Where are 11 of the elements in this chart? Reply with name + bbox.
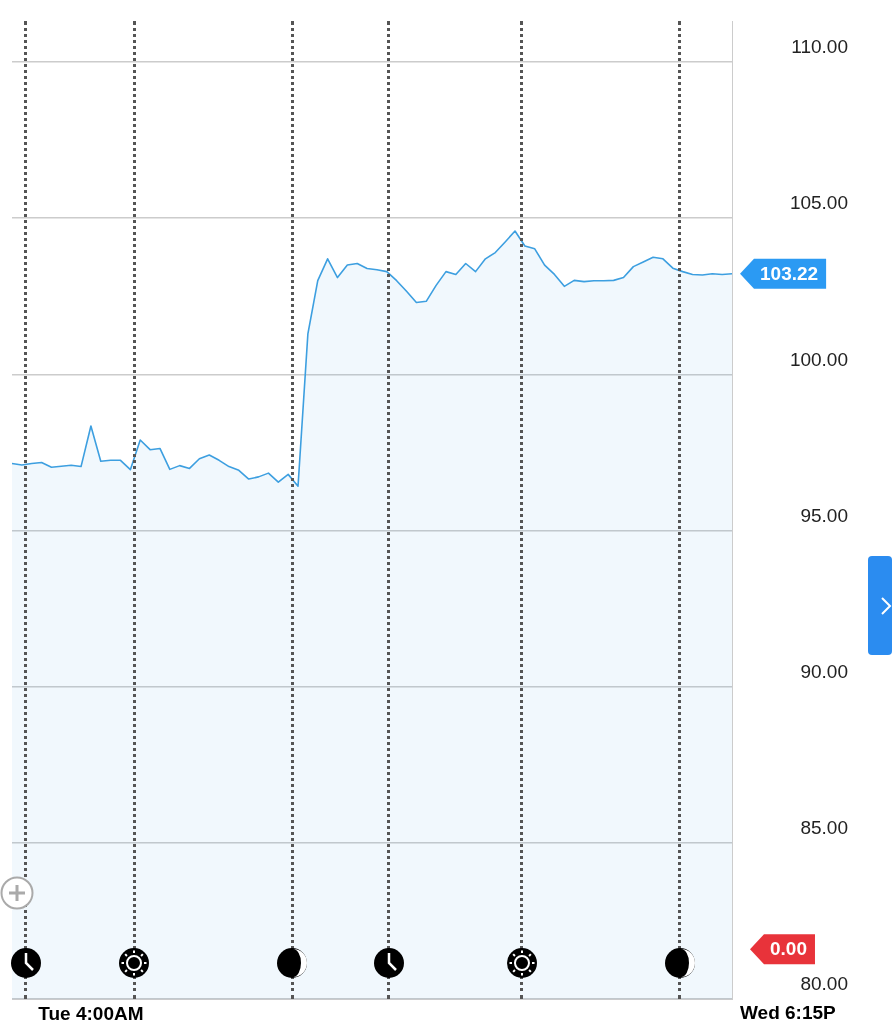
text: 103.22 <box>760 263 819 285</box>
y-tick-label: 85.00 <box>800 817 848 839</box>
y-tick-label: 100.00 <box>789 348 848 370</box>
y-tick-label: 80.00 <box>800 973 848 995</box>
y-tick-label: 95.00 <box>800 504 848 526</box>
x-tick-label: Tue 4:00AM <box>38 1002 144 1024</box>
y-tick-label: 105.00 <box>789 192 848 214</box>
text: 0.00 <box>770 938 807 960</box>
y-tick-label: 90.00 <box>800 661 848 683</box>
text: Wed 6:15P <box>740 1002 837 1024</box>
y-tick-label: 110.00 <box>791 36 848 58</box>
